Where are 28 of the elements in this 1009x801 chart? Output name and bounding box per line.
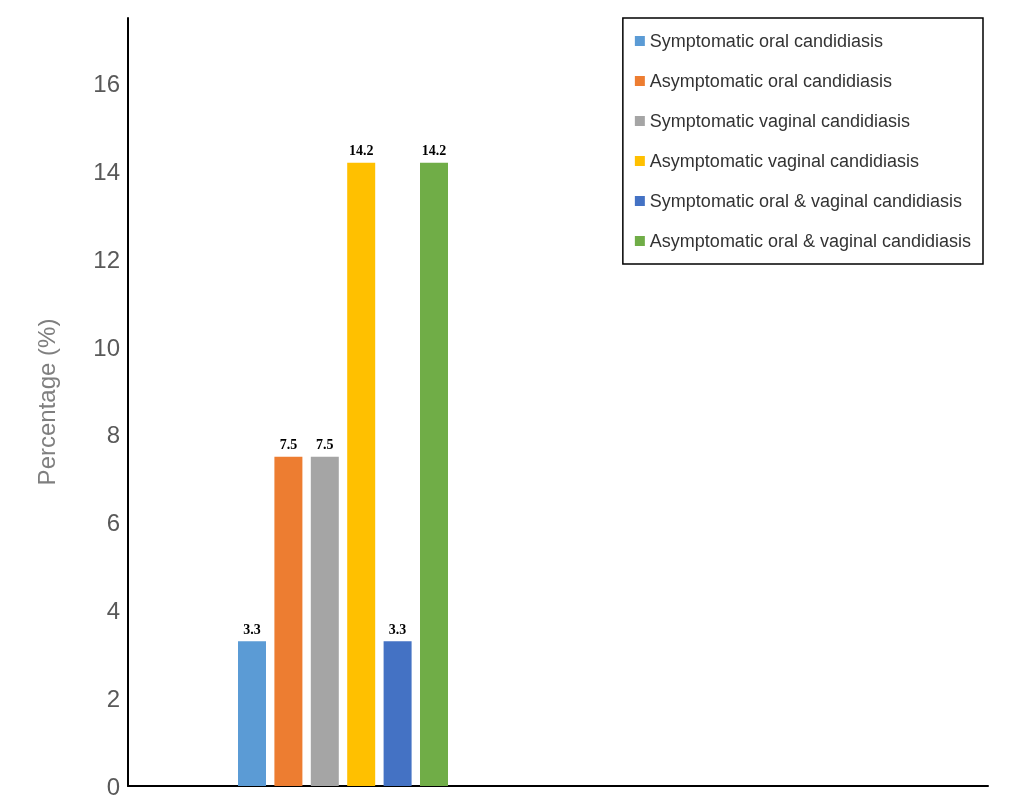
data-label: 14.2 bbox=[348, 143, 374, 159]
y-tick-label: 16 bbox=[93, 70, 120, 98]
data-label: 3.3 bbox=[388, 621, 407, 637]
y-tick-label: 6 bbox=[106, 509, 120, 537]
y-tick-label: 2 bbox=[106, 684, 120, 712]
legend-label: Asymptomatic oral candidiasis bbox=[649, 71, 892, 91]
legend-label: Asymptomatic vaginal candidiasis bbox=[649, 151, 919, 171]
data-label: 7.5 bbox=[279, 437, 298, 453]
y-tick-label: 4 bbox=[106, 596, 120, 624]
data-label: 3.3 bbox=[243, 621, 261, 637]
y-tick-label: 10 bbox=[93, 333, 120, 361]
bar bbox=[238, 641, 266, 786]
bar bbox=[420, 162, 448, 786]
bar bbox=[347, 162, 376, 786]
y-tick-label: 8 bbox=[106, 421, 120, 449]
legend-label: Symptomatic vaginal candidiasis bbox=[649, 111, 910, 131]
data-label: 14.2 bbox=[421, 143, 447, 159]
y-tick-label: 12 bbox=[93, 245, 120, 273]
y-tick-label: 14 bbox=[93, 158, 120, 186]
bar bbox=[310, 456, 339, 786]
y-tick-label: 0 bbox=[106, 772, 120, 800]
y-axis-title: Percentage (%) bbox=[32, 318, 60, 486]
data-label: 7.5 bbox=[316, 437, 334, 453]
legend-label: Symptomatic oral & vaginal candidiasis bbox=[649, 191, 963, 211]
legend-label: Symptomatic oral candidiasis bbox=[649, 31, 883, 51]
bar bbox=[274, 456, 303, 786]
bar bbox=[383, 641, 412, 786]
legend-label: Asymptomatic oral & vaginal candidiasis bbox=[649, 231, 972, 251]
